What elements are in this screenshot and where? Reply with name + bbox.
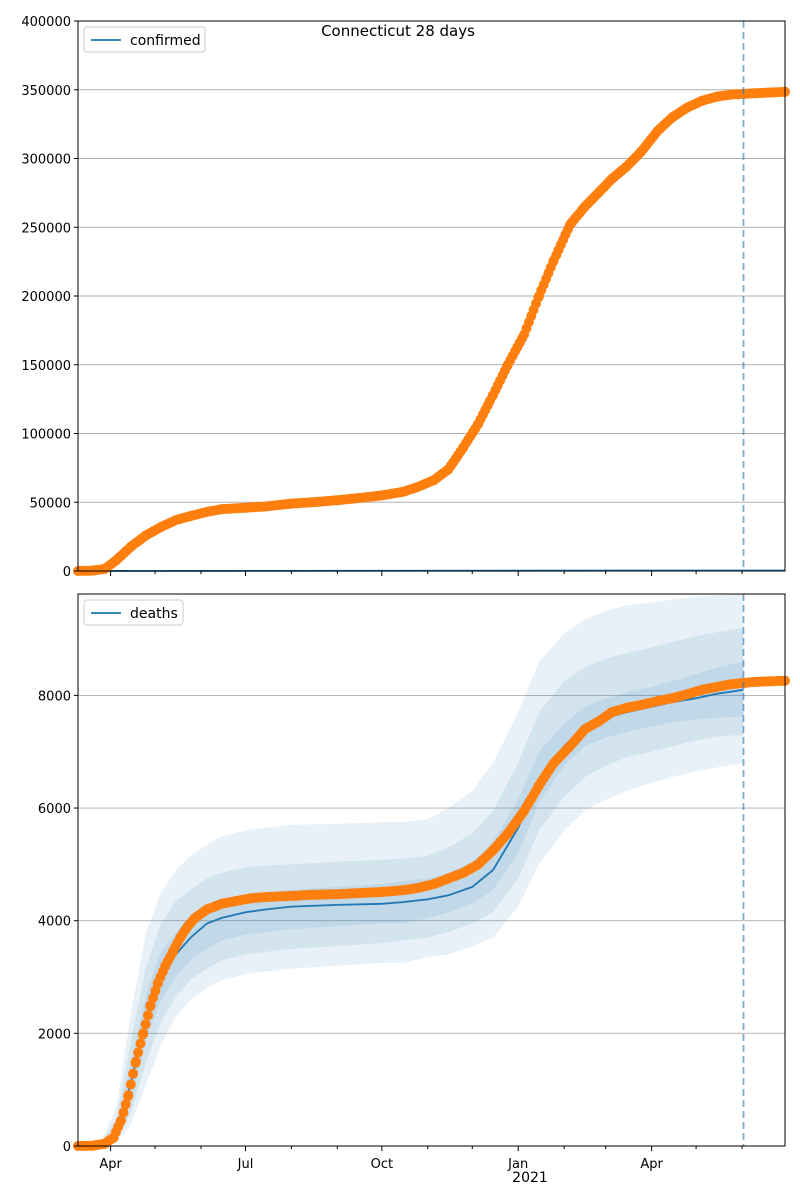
figure-title: Connecticut 28 days <box>321 22 475 40</box>
deaths-panel: 0 2000 4000 6000 8000 Apr Jul Oct Jan Apr deaths… <box>38 593 790 1186</box>
confirmed-y-tick-label: 0 <box>63 565 71 580</box>
deaths-x-tick-label: Apr <box>99 1157 122 1172</box>
deaths-observed-point <box>120 1099 131 1110</box>
confirmed-y-tick-label: 400000 <box>21 15 71 30</box>
deaths-observed-point <box>138 1028 149 1039</box>
deaths-x-tick-label: Jan <box>507 1157 528 1172</box>
confirmed-legend: confirmed <box>83 26 206 53</box>
deaths-observed-point <box>135 1038 146 1049</box>
deaths-y-tick-label: 8000 <box>38 689 71 704</box>
deaths-series <box>73 594 790 1151</box>
confirmed-legend-label: confirmed <box>130 33 201 49</box>
confirmed-y-axis: 0 50000 100000 150000 200000 250000 300000 3500… <box>21 15 78 580</box>
confirmed-plot-frame <box>77 20 786 572</box>
deaths-legend-box <box>83 599 184 626</box>
confirmed-legend-box <box>83 26 206 53</box>
deaths-x-axis: Apr Jul Oct Jan Apr <box>99 1146 743 1172</box>
confirmed-panel: 0 50000 100000 150000 200000 250000 300000 3500… <box>21 15 790 580</box>
deaths-x-tick-label: Oct <box>371 1157 393 1172</box>
confirmed-y-tick-label: 200000 <box>21 290 71 305</box>
confirmed-y-tick-label: 150000 <box>21 359 71 374</box>
deaths-observed-point <box>140 1019 151 1030</box>
deaths-observed-points <box>73 675 790 1151</box>
deaths-band-inner <box>78 661 744 1146</box>
confirmed-y-tick-label: 300000 <box>21 153 71 168</box>
deaths-observed-point <box>118 1107 129 1118</box>
deaths-x-tick-label: Apr <box>640 1157 663 1172</box>
confirmed-y-tick-label: 50000 <box>30 496 71 511</box>
deaths-observed-point <box>125 1079 136 1090</box>
deaths-observed-point <box>128 1068 139 1079</box>
deaths-y-tick-label: 0 <box>63 1140 71 1155</box>
deaths-observed-point <box>123 1090 134 1101</box>
deaths-observed-point <box>143 1010 153 1021</box>
deaths-y-axis: 0 2000 4000 6000 8000 <box>38 689 78 1155</box>
deaths-y-tick-label: 6000 <box>38 802 71 817</box>
confirmed-y-tick-label: 350000 <box>21 84 71 99</box>
deaths-y-tick-label: 2000 <box>38 1027 71 1042</box>
deaths-observed-point <box>116 1115 126 1126</box>
confirmed-y-tick-label: 250000 <box>21 221 71 236</box>
deaths-x-tick-label: Jul <box>237 1157 254 1172</box>
deaths-plot-frame <box>77 593 786 1147</box>
confirmed-y-tick-label: 100000 <box>21 428 71 443</box>
deaths-observed-point <box>133 1047 144 1058</box>
deaths-y-tick-label: 4000 <box>38 915 71 930</box>
deaths-observed-point <box>130 1056 141 1067</box>
year-label: 2021 <box>512 1170 548 1186</box>
deaths-legend: deaths <box>83 599 184 626</box>
confirmed-gridlines <box>78 89 785 503</box>
deaths-legend-label: deaths <box>130 606 178 622</box>
